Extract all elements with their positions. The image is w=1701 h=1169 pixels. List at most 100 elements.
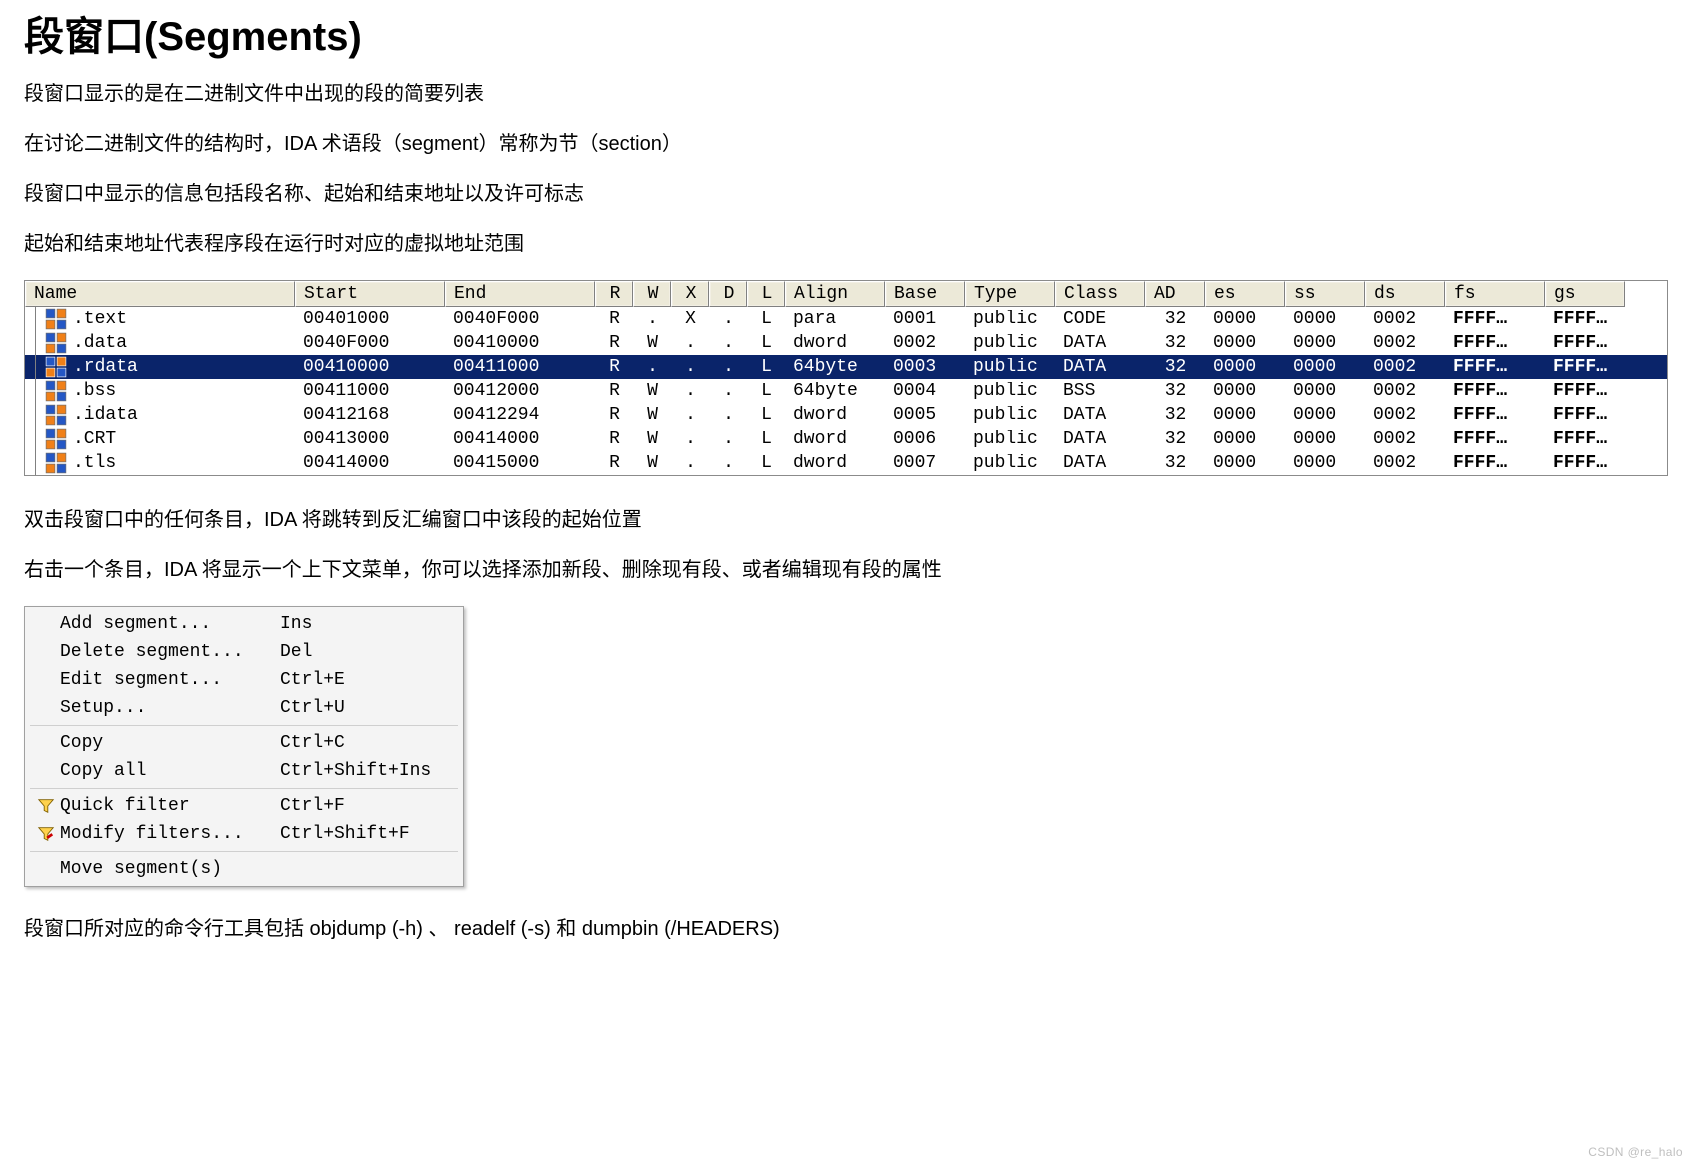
menu-item[interactable]: Quick filterCtrl+F	[28, 792, 460, 820]
cell-ds: 0002	[1365, 358, 1445, 376]
menu-item[interactable]: Edit segment...Ctrl+E	[28, 666, 460, 694]
segment-name: .tls	[73, 454, 116, 472]
cell-fs: FFFF…	[1445, 310, 1545, 328]
cell-ss: 0000	[1285, 454, 1365, 472]
menu-item[interactable]: Delete segment...Del	[28, 638, 460, 666]
cell-x: .	[671, 454, 709, 472]
menu-item[interactable]: Add segment...Ins	[28, 610, 460, 638]
cell-ss: 0000	[1285, 310, 1365, 328]
cell-d: .	[709, 454, 747, 472]
cell-start: 00414000	[295, 454, 445, 472]
column-header-es[interactable]: es	[1205, 281, 1285, 307]
cell-ad: 32	[1145, 358, 1205, 376]
table-row[interactable]: .text004010000040F000R.X.Lpara0001public…	[25, 307, 1667, 331]
column-header-ad[interactable]: AD	[1145, 281, 1205, 307]
column-header-base[interactable]: Base	[885, 281, 965, 307]
table-row[interactable]: .tls0041400000415000RW..Ldword0007public…	[25, 451, 1667, 475]
segment-icon	[45, 428, 67, 450]
column-header-ss[interactable]: ss	[1285, 281, 1365, 307]
cell-r: R	[595, 358, 633, 376]
cell-l: L	[747, 406, 785, 424]
column-header-l[interactable]: L	[747, 281, 785, 307]
cell-base: 0006	[885, 430, 965, 448]
cell-gs: FFFF…	[1545, 334, 1625, 352]
cell-type: public	[965, 382, 1055, 400]
cell-r: R	[595, 406, 633, 424]
column-header-ds[interactable]: ds	[1365, 281, 1445, 307]
cell-base: 0003	[885, 358, 965, 376]
intro-paragraph: 在讨论二进制文件的结构时，IDA 术语段（segment）常称为节（sectio…	[24, 130, 1677, 158]
column-header-d[interactable]: D	[709, 281, 747, 307]
cell-type: public	[965, 406, 1055, 424]
cell-start: 00413000	[295, 430, 445, 448]
cell-class: DATA	[1055, 334, 1145, 352]
cell-ad: 32	[1145, 430, 1205, 448]
cell-l: L	[747, 334, 785, 352]
cell-base: 0002	[885, 334, 965, 352]
column-header-fs[interactable]: fs	[1445, 281, 1545, 307]
cell-d: .	[709, 406, 747, 424]
column-header-gs[interactable]: gs	[1545, 281, 1625, 307]
menu-item[interactable]: CopyCtrl+C	[28, 729, 460, 757]
cell-w: W	[633, 382, 671, 400]
segments-table-header: Name Start End R W X D L Align Base Type…	[25, 281, 1667, 307]
cell-es: 0000	[1205, 358, 1285, 376]
segments-table[interactable]: Name Start End R W X D L Align Base Type…	[24, 280, 1668, 476]
note-paragraph: 右击一个条目，IDA 将显示一个上下文菜单，你可以选择添加新段、删除现有段、或者…	[24, 556, 1677, 584]
cell-ad: 32	[1145, 406, 1205, 424]
cell-class: DATA	[1055, 430, 1145, 448]
menu-item-label: Edit segment...	[60, 670, 280, 690]
cell-r: R	[595, 334, 633, 352]
table-row[interactable]: .bss0041100000412000RW..L64byte0004publi…	[25, 379, 1667, 403]
column-header-align[interactable]: Align	[785, 281, 885, 307]
menu-separator	[30, 725, 458, 726]
cell-ds: 0002	[1365, 310, 1445, 328]
column-header-type[interactable]: Type	[965, 281, 1055, 307]
table-row[interactable]: .CRT0041300000414000RW..Ldword0006public…	[25, 427, 1667, 451]
intro-paragraph: 段窗口中显示的信息包括段名称、起始和结束地址以及许可标志	[24, 180, 1677, 208]
cell-start: 00410000	[295, 358, 445, 376]
segment-icon	[45, 404, 67, 426]
menu-item[interactable]: Copy allCtrl+Shift+Ins	[28, 757, 460, 785]
column-header-start[interactable]: Start	[295, 281, 445, 307]
column-header-end[interactable]: End	[445, 281, 595, 307]
segment-name: .idata	[73, 406, 138, 424]
menu-item[interactable]: Modify filters...Ctrl+Shift+F	[28, 820, 460, 848]
column-header-r[interactable]: R	[595, 281, 633, 307]
cell-ds: 0002	[1365, 334, 1445, 352]
cell-d: .	[709, 382, 747, 400]
segment-icon	[45, 356, 67, 378]
cell-gs: FFFF…	[1545, 358, 1625, 376]
cell-ds: 0002	[1365, 382, 1445, 400]
cell-gs: FFFF…	[1545, 430, 1625, 448]
cell-type: public	[965, 310, 1055, 328]
cell-type: public	[965, 334, 1055, 352]
cell-r: R	[595, 430, 633, 448]
table-row[interactable]: .rdata0041000000411000R...L64byte0003pub…	[25, 355, 1667, 379]
column-header-w[interactable]: W	[633, 281, 671, 307]
cell-w: W	[633, 430, 671, 448]
cell-es: 0000	[1205, 454, 1285, 472]
intro-paragraph: 段窗口显示的是在二进制文件中出现的段的简要列表	[24, 80, 1677, 108]
segments-context-menu[interactable]: Add segment...InsDelete segment...DelEdi…	[24, 606, 464, 887]
cell-end: 00410000	[445, 334, 595, 352]
cell-type: public	[965, 454, 1055, 472]
cell-ss: 0000	[1285, 358, 1365, 376]
table-row[interactable]: .idata0041216800412294RW..Ldword0005publ…	[25, 403, 1667, 427]
column-header-class[interactable]: Class	[1055, 281, 1145, 307]
cell-w: W	[633, 334, 671, 352]
table-row[interactable]: .data0040F00000410000RW..Ldword0002publi…	[25, 331, 1667, 355]
column-header-x[interactable]: X	[671, 281, 709, 307]
menu-item[interactable]: Setup...Ctrl+U	[28, 694, 460, 722]
menu-separator	[30, 788, 458, 789]
menu-item[interactable]: Move segment(s)	[28, 855, 460, 883]
segments-table-body: .text004010000040F000R.X.Lpara0001public…	[25, 307, 1667, 475]
cell-x: X	[671, 310, 709, 328]
segment-name: .data	[73, 334, 127, 352]
cell-start: 00411000	[295, 382, 445, 400]
cell-fs: FFFF…	[1445, 406, 1545, 424]
column-header-name[interactable]: Name	[25, 281, 295, 307]
cell-ad: 32	[1145, 382, 1205, 400]
cell-align: 64byte	[785, 358, 885, 376]
menu-icon-placeholder	[32, 859, 60, 879]
